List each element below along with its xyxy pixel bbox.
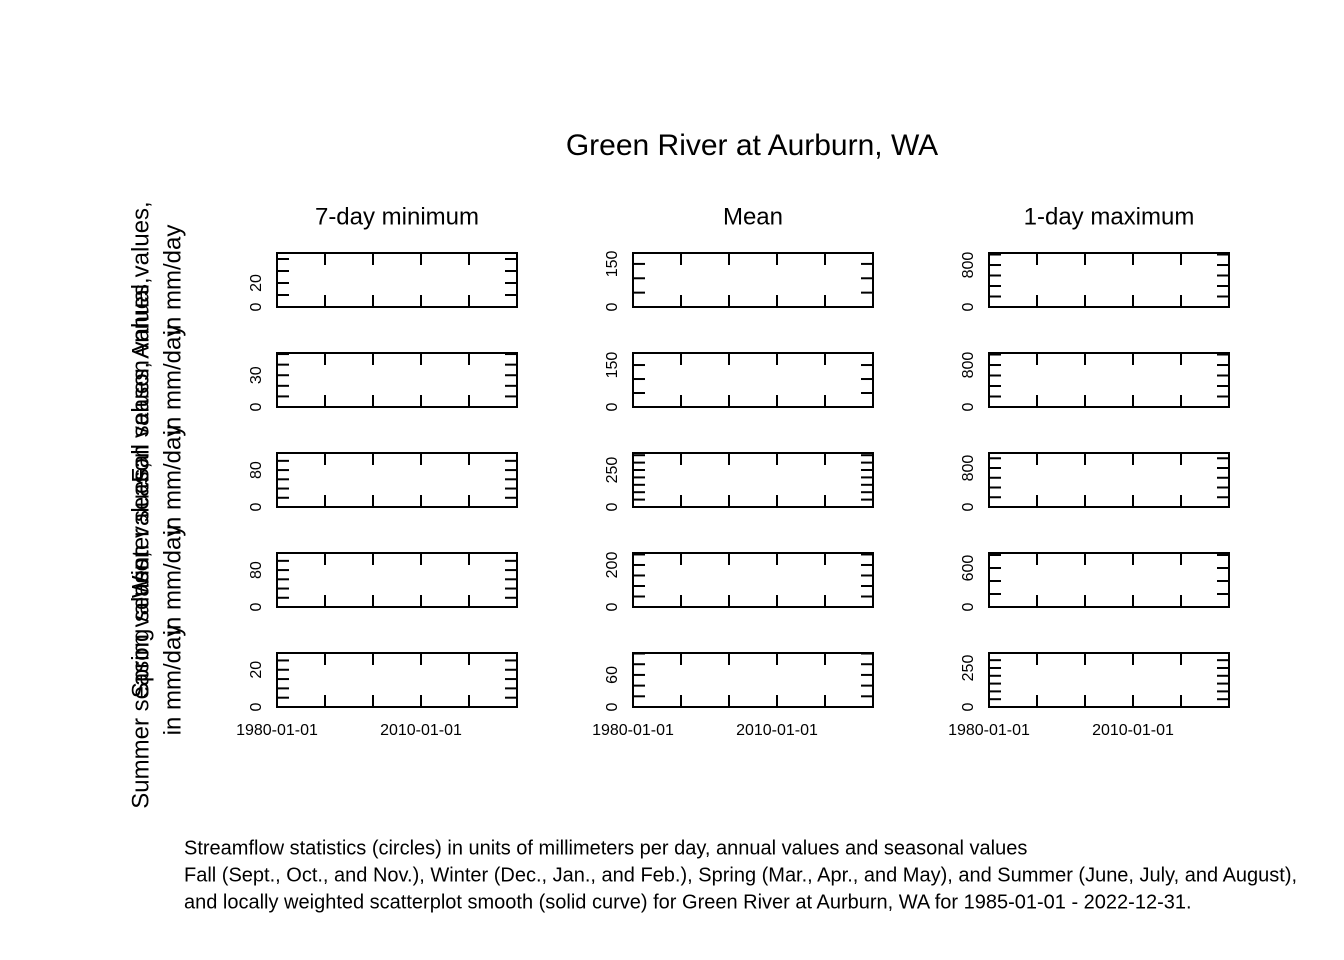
y-tick-label: 20 (248, 661, 265, 679)
y-tick-label: 0 (604, 702, 621, 711)
x-tick-label: 2010-01-01 (1092, 722, 1174, 739)
row-label: Fall season values, (127, 277, 154, 482)
y-tick-label: 20 (248, 274, 265, 292)
y-tick-label: 80 (248, 461, 265, 479)
y-tick-label: 250 (604, 457, 621, 484)
panel-frame (632, 652, 874, 708)
column-title: Mean (723, 203, 783, 230)
row-label: in mm/day (159, 525, 186, 636)
y-tick-label: 0 (604, 402, 621, 411)
y-tick-label: 0 (604, 502, 621, 511)
x-tick-label: 1980-01-01 (236, 722, 318, 739)
panel-frame (988, 452, 1230, 508)
x-tick-label: 2010-01-01 (736, 722, 818, 739)
y-tick-label: 150 (604, 352, 621, 379)
row-label: Spring season values, (127, 462, 154, 698)
panel-frame (988, 352, 1230, 408)
row-label: in mm/day (159, 325, 186, 436)
panel-frame (988, 552, 1230, 608)
column-title: 7-day minimum (315, 203, 479, 230)
y-tick-label: 150 (604, 250, 621, 277)
row-label: in mm/day (159, 225, 186, 336)
panel-frame (632, 552, 874, 608)
y-tick-label: 0 (604, 602, 621, 611)
row-label: Winter season values, (127, 362, 154, 598)
panel-frame (276, 352, 518, 408)
y-tick-label: 0 (960, 502, 977, 511)
panel-frame (276, 552, 518, 608)
row-label: in mm/day (159, 625, 186, 736)
y-tick-label: 30 (248, 366, 265, 384)
y-tick-label: 800 (960, 352, 977, 379)
y-tick-label: 0 (248, 702, 265, 711)
y-tick-label: 0 (604, 302, 621, 311)
y-tick-label: 0 (960, 602, 977, 611)
panel-frame (632, 452, 874, 508)
caption-line: Streamflow statistics (circles) in units… (184, 837, 1027, 859)
panel-frame (276, 252, 518, 308)
caption-line: and locally weighted scatterplot smooth … (184, 891, 1192, 913)
panel-frame (632, 252, 874, 308)
y-tick-label: 60 (604, 666, 621, 684)
panel-frame (276, 652, 518, 708)
y-tick-label: 0 (960, 402, 977, 411)
panel-frame (276, 452, 518, 508)
y-tick-label: 250 (960, 655, 977, 682)
y-tick-label: 0 (248, 502, 265, 511)
panel-frame (988, 252, 1230, 308)
y-tick-label: 0 (248, 602, 265, 611)
y-tick-label: 80 (248, 561, 265, 579)
y-tick-label: 0 (960, 702, 977, 711)
x-tick-label: 2010-01-01 (380, 722, 462, 739)
x-tick-label: 1980-01-01 (592, 722, 674, 739)
y-tick-label: 800 (960, 252, 977, 279)
y-tick-label: 0 (960, 302, 977, 311)
row-label: Annual values, (127, 201, 154, 358)
column-title: 1-day maximum (1024, 203, 1195, 230)
x-tick-label: 1980-01-01 (948, 722, 1030, 739)
panel-frame (988, 652, 1230, 708)
row-label: Summer season values, (127, 551, 154, 808)
caption-line: Fall (Sept., Oct., and Nov.), Winter (De… (184, 864, 1297, 886)
chart-title: Green River at Aurburn, WA (566, 129, 938, 162)
y-tick-label: 800 (960, 455, 977, 482)
y-tick-label: 200 (604, 552, 621, 579)
y-tick-label: 600 (960, 555, 977, 582)
y-tick-label: 0 (248, 402, 265, 411)
panel-frame (632, 352, 874, 408)
row-label: in mm/day (159, 425, 186, 536)
y-tick-label: 0 (248, 302, 265, 311)
